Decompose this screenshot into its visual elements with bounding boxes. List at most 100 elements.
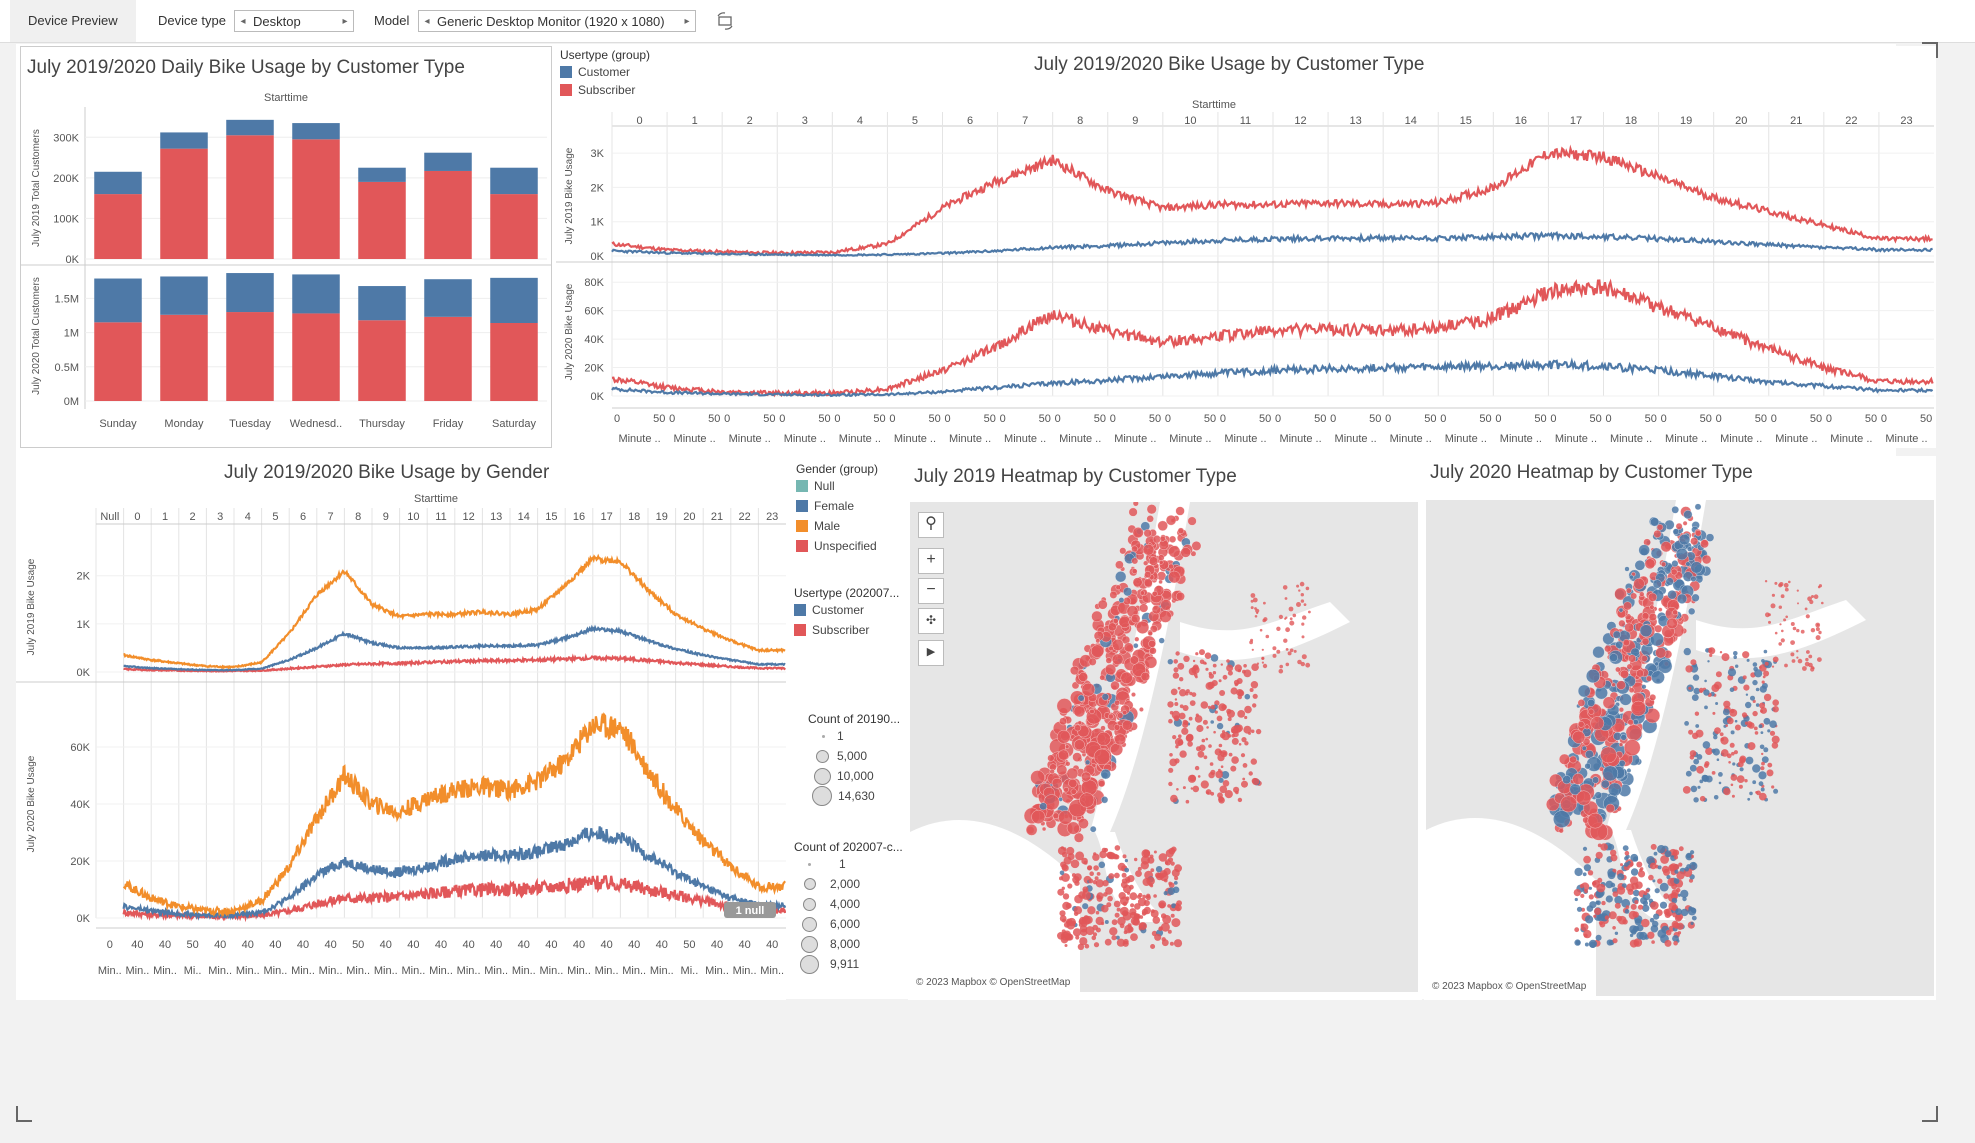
hour-header: Null <box>100 511 119 523</box>
size-item: 14,630 <box>808 786 908 806</box>
station-dot <box>1150 944 1156 949</box>
heatmap-2019-map[interactable]: ⚲ + − ✣ ▶ © 2023 Mapbox © OpenStreetMap <box>910 502 1418 992</box>
zoom-in-icon[interactable]: + <box>918 548 944 574</box>
hour-header: 0 <box>636 115 642 127</box>
hourly-usage-title: July 2019/2020 Bike Usage by Customer Ty… <box>1034 54 1425 75</box>
station-dot <box>1285 616 1288 619</box>
legend-item-subscriber[interactable]: Subscriber <box>560 80 650 100</box>
station-dot <box>1637 904 1644 910</box>
column-header: Starttime <box>264 92 308 104</box>
daily-usage-chart[interactable]: Starttime 300K 200K 100K 0K July 2019 Total C… <box>21 87 551 447</box>
y-tick-label: 40K <box>70 799 90 811</box>
legend-item-customer[interactable]: Customer <box>794 600 899 620</box>
y-tick-label: 0K <box>66 254 80 266</box>
chevron-right-icon[interactable]: ▸ <box>684 16 690 27</box>
minute-label: Minute .. <box>1004 433 1046 445</box>
station-dot <box>1620 669 1629 679</box>
station-dot <box>1189 700 1196 706</box>
heatmap-2020-map[interactable]: © 2023 Mapbox © OpenStreetMap <box>1426 500 1934 996</box>
station-dot <box>1695 724 1700 728</box>
station-dot <box>1200 701 1209 709</box>
legend-item-subscriber[interactable]: Subscriber <box>794 620 899 640</box>
station-dot <box>1124 859 1128 863</box>
hour-header: 19 <box>656 511 668 523</box>
chevron-left-icon[interactable]: ◂ <box>240 16 246 27</box>
station-dot <box>1764 580 1768 583</box>
line-male <box>122 712 786 918</box>
legend-item-null[interactable]: Null <box>796 476 878 496</box>
station-dot <box>1764 661 1769 666</box>
map-2019-svg[interactable] <box>910 502 1418 992</box>
station-dot <box>1131 568 1138 574</box>
station-dot <box>1117 916 1126 926</box>
pin-icon[interactable]: ✣ <box>918 608 944 634</box>
station-dot <box>1562 775 1572 785</box>
rotate-device-icon[interactable] <box>716 12 734 30</box>
legend-item-male[interactable]: Male <box>796 516 878 536</box>
bar-customer <box>94 171 142 195</box>
station-dot <box>1768 620 1771 624</box>
station-dot <box>1207 681 1215 689</box>
station-dot <box>1771 665 1775 668</box>
minute-label: Min.. <box>484 965 508 977</box>
search-icon[interactable]: ⚲ <box>918 512 944 538</box>
station-dot <box>1797 602 1799 605</box>
play-icon[interactable]: ▶ <box>918 640 944 666</box>
device-preview-toolbar: Device Preview Device type ◂ Desktop ▸ M… <box>0 0 1975 43</box>
station-dot <box>1729 687 1735 692</box>
device-preview-tab[interactable]: Device Preview <box>10 0 136 42</box>
minute-label: Min.. <box>705 965 729 977</box>
station-dot <box>1098 780 1106 788</box>
station-dot <box>1158 539 1169 550</box>
bar-customer <box>424 279 472 317</box>
station-dot <box>1235 790 1239 795</box>
station-dot <box>1175 745 1179 749</box>
bar-subscriber <box>424 316 472 401</box>
station-dot <box>1195 713 1199 717</box>
station-dot <box>1792 626 1797 631</box>
model-select[interactable]: ◂ Generic Desktop Monitor (1920 x 1080) … <box>418 10 696 32</box>
legend-item-unspecified[interactable]: Unspecified <box>796 536 878 556</box>
size-legend-2020: Count of 202007-c... 1 2,000 4,000 6,000… <box>794 840 906 974</box>
station-dot <box>1659 882 1669 892</box>
station-dot <box>1227 717 1232 722</box>
minute-label: Minute .. <box>1555 433 1597 445</box>
station-dot <box>1188 667 1197 676</box>
station-dot <box>1727 668 1737 677</box>
usertype-legend: Usertype (group) Customer Subscriber <box>560 48 650 100</box>
gender-legends: Gender (group) Null Female Male Unspecif… <box>790 456 906 976</box>
station-dot <box>1199 649 1205 656</box>
station-dot <box>1750 695 1755 701</box>
device-type-select[interactable]: ◂ Desktop ▸ <box>234 10 354 32</box>
station-dot <box>1660 541 1672 553</box>
zoom-out-icon[interactable]: − <box>918 578 944 604</box>
map-2020-svg[interactable] <box>1426 500 1934 996</box>
minute-tick: 50 <box>1369 413 1381 425</box>
station-dot <box>1574 939 1581 946</box>
minute-label: Min.. <box>291 965 315 977</box>
station-dot <box>1089 871 1094 876</box>
legend-item-customer[interactable]: Customer <box>560 62 650 82</box>
station-dot <box>1586 905 1594 912</box>
daily-usage-title: July 2019/2020 Daily Bike Usage by Custo… <box>27 57 465 78</box>
station-dot <box>1170 794 1178 803</box>
station-dot <box>1111 919 1118 926</box>
station-dot <box>1755 791 1758 794</box>
chevron-right-icon[interactable]: ▸ <box>342 16 348 27</box>
legend-item-female[interactable]: Female <box>796 496 878 516</box>
station-dot <box>1146 515 1154 523</box>
size-label: 1 <box>837 729 844 743</box>
station-dot <box>1301 654 1307 660</box>
station-dot <box>1123 597 1132 606</box>
station-dot <box>1115 584 1121 591</box>
station-dot <box>1218 679 1222 683</box>
size-label: 6,000 <box>830 917 861 931</box>
station-dot <box>1179 704 1184 709</box>
chevron-left-icon[interactable]: ◂ <box>424 16 430 27</box>
station-dot <box>1594 791 1602 799</box>
station-dot <box>1113 724 1121 731</box>
station-dot <box>1626 663 1633 670</box>
hour-header: 11 <box>1240 115 1251 127</box>
